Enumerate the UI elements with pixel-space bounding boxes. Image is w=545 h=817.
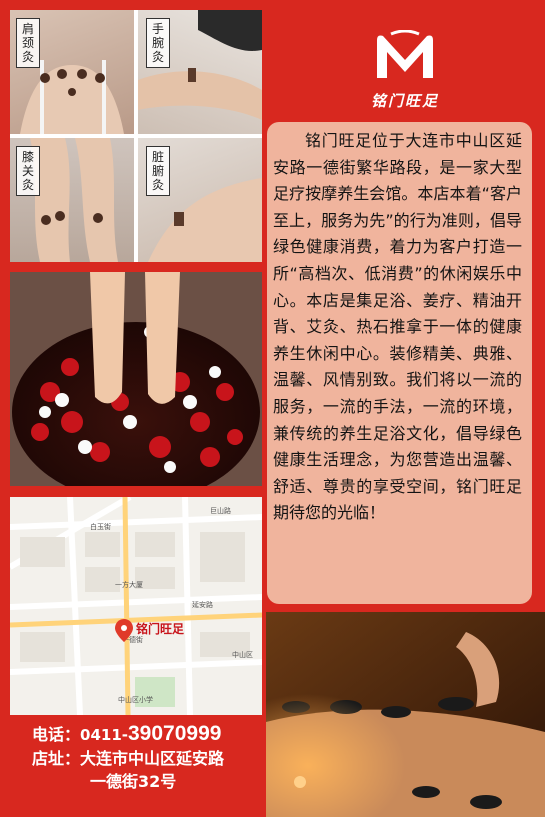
map-pin-label: 铭门旺足 [136, 621, 184, 636]
address-row: 店址：大连市中山区延安路 [32, 747, 224, 770]
moxibustion-label: 手腕灸 [146, 18, 170, 68]
moxibustion-label: 脏腑灸 [146, 146, 170, 196]
knee-moxibustion-photo: 膝关灸 [10, 138, 134, 262]
wrist-moxibustion-photo: 手腕灸 [138, 10, 262, 134]
address-label: 店址： [32, 749, 81, 768]
moxibustion-label: 肩颈灸 [16, 18, 40, 68]
map-label: 中山区 [232, 650, 253, 659]
brand-logo: 铭门旺足 [360, 29, 450, 111]
map-label: 一德街 [122, 635, 143, 644]
abdomen-moxibustion-photo: 脏腑灸 [138, 138, 262, 262]
phone-prefix[interactable]: 0411- [80, 726, 128, 744]
phone-row: 电话：0411-39070999 [32, 722, 224, 747]
address-line-2: 一德街32号 [90, 772, 177, 791]
foot-bath-photo [10, 272, 262, 486]
phone-label: 电话： [32, 725, 81, 744]
hot-stone-massage-photo [266, 612, 545, 817]
map-label: 延安路 [192, 600, 213, 609]
map-label: 巨山路 [210, 506, 231, 515]
map-label: 中山区小学 [118, 695, 153, 704]
moxibustion-photo-grid: 肩颈灸 手腕灸 膝关灸 脏腑灸 [10, 10, 262, 262]
brand-name: 铭门旺足 [370, 92, 439, 110]
moxibustion-label: 膝关灸 [16, 146, 40, 196]
intro-text: 铭门旺足位于大连市中山区延安路一德街繁华路段，是一家大型足疗按摩养生会馆。本店本… [267, 122, 532, 604]
contact-info: 电话：0411-39070999 店址：大连市中山区延安路 一德街32号 [32, 722, 224, 793]
map-label: 白玉街 [90, 522, 111, 531]
shoulder-moxibustion-photo: 肩颈灸 [10, 10, 134, 134]
address-line-1: 大连市中山区延安路 [80, 749, 225, 768]
map-pin-icon[interactable] [115, 619, 133, 642]
phone-number[interactable]: 39070999 [128, 722, 222, 745]
m-logo-icon [377, 29, 433, 78]
location-map[interactable]: 巨山路 白玉街 一方大厦 延安路 一德街 中山区 中山区小学 铭门旺足 [10, 497, 262, 715]
map-label: 一方大厦 [115, 580, 143, 589]
